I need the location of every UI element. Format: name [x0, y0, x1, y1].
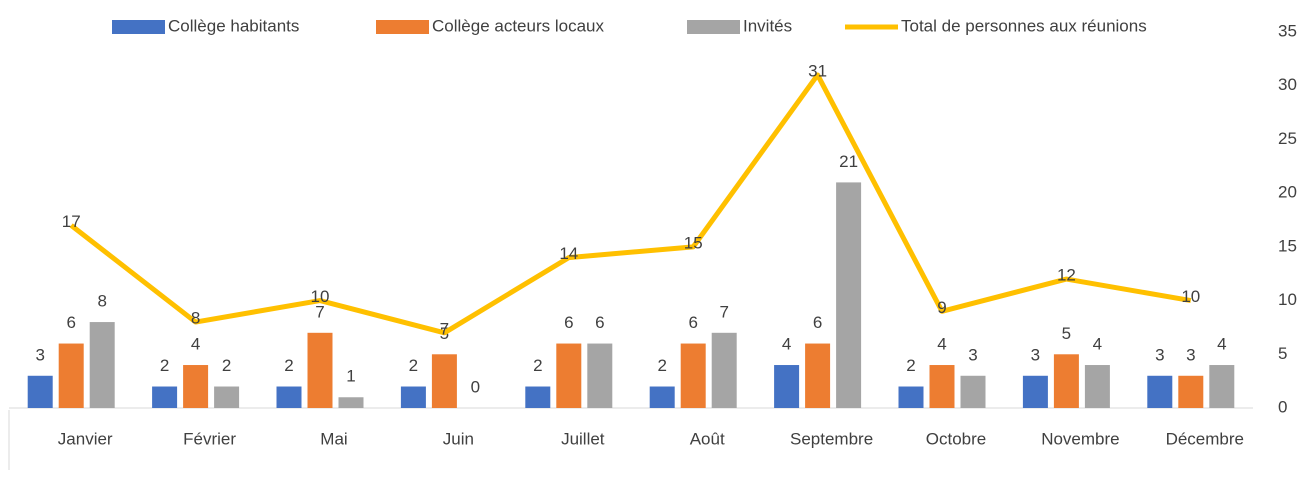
line	[69, 72, 1192, 336]
data-label: 4	[782, 335, 791, 354]
bar	[556, 343, 582, 408]
x-tick-label: Juillet	[561, 429, 605, 448]
data-label: 10	[1181, 287, 1200, 306]
y-tick-label: 35	[1278, 21, 1297, 40]
bar	[58, 343, 84, 408]
bar	[152, 386, 178, 408]
data-label: 2	[657, 356, 666, 375]
data-label: 0	[471, 377, 480, 396]
x-tick-label: Mai	[320, 429, 347, 448]
data-label: 1	[346, 367, 355, 386]
data-label: 2	[409, 356, 418, 375]
data-label: 6	[564, 313, 573, 332]
data-label: 10	[311, 287, 330, 306]
x-tick-label: Novembre	[1041, 429, 1119, 448]
bar	[1022, 375, 1048, 408]
bar	[960, 375, 986, 408]
bar	[587, 343, 613, 408]
data-label: 2	[160, 356, 169, 375]
bar	[89, 322, 115, 408]
data-label: 7	[440, 319, 449, 338]
data-label: 8	[97, 292, 106, 311]
bar	[929, 365, 955, 408]
x-tick-label: Février	[183, 429, 236, 448]
data-label: 8	[191, 309, 200, 328]
x-tick-label: Août	[690, 429, 725, 448]
data-label: 9	[937, 298, 946, 317]
data-label: 5	[1062, 324, 1071, 343]
x-tick-label: Janvier	[58, 429, 113, 448]
data-label: 2	[284, 356, 293, 375]
data-label: 7	[719, 302, 728, 321]
y-tick-label: 30	[1278, 75, 1297, 94]
y-tick-label: 0	[1278, 397, 1287, 416]
data-label: 3	[35, 345, 44, 364]
y-tick-label: 15	[1278, 236, 1297, 255]
data-label: 17	[62, 212, 81, 231]
data-label: 14	[559, 244, 578, 263]
data-label: 12	[1057, 266, 1076, 285]
legend-label: Invités	[743, 16, 792, 35]
data-label: 3	[1155, 345, 1164, 364]
x-tick-label: Octobre	[926, 429, 986, 448]
data-label: 4	[937, 335, 946, 354]
bar	[805, 343, 831, 408]
bar	[1053, 354, 1079, 408]
data-label: 15	[684, 233, 703, 252]
legend-label: Collège acteurs locaux	[432, 16, 604, 35]
data-label: 31	[808, 61, 827, 80]
legend-swatch	[687, 20, 740, 34]
bar	[307, 332, 333, 408]
bar	[27, 375, 53, 408]
bar	[774, 365, 800, 408]
data-label: 6	[688, 313, 697, 332]
bar	[431, 354, 457, 408]
bar	[214, 386, 240, 408]
y-tick-label: 5	[1278, 344, 1287, 363]
bar	[1178, 375, 1204, 408]
data-label: 3	[1186, 345, 1195, 364]
data-label: 4	[1093, 335, 1102, 354]
bar	[649, 386, 675, 408]
y-tick-label: 10	[1278, 290, 1297, 309]
data-label: 6	[813, 313, 822, 332]
bar	[711, 332, 737, 408]
bar	[1084, 365, 1110, 408]
x-tick-label: Décembre	[1166, 429, 1244, 448]
data-label: 6	[595, 313, 604, 332]
y-tick-label: 20	[1278, 183, 1297, 202]
data-label: 4	[1217, 335, 1226, 354]
bar	[1209, 365, 1235, 408]
bar	[276, 386, 302, 408]
bar	[836, 182, 862, 408]
legend-label: Total de personnes aux réunions	[901, 16, 1147, 35]
y-tick-label: 25	[1278, 129, 1297, 148]
bar	[525, 386, 551, 408]
data-label: 2	[906, 356, 915, 375]
legend-label: Collège habitants	[168, 16, 299, 35]
data-label: 21	[839, 152, 858, 171]
bar	[680, 343, 706, 408]
data-label: 3	[1031, 345, 1040, 364]
data-label: 7	[315, 302, 324, 321]
x-tick-label: Septembre	[790, 429, 873, 448]
bar	[898, 386, 924, 408]
data-label: 2	[533, 356, 542, 375]
data-label: 2	[222, 356, 231, 375]
legend-swatch	[112, 20, 165, 34]
legend-swatch	[376, 20, 429, 34]
data-label: 3	[968, 345, 977, 364]
data-label: 6	[66, 313, 75, 332]
x-tick-label: Juin	[443, 429, 474, 448]
bar	[400, 386, 426, 408]
bar	[183, 365, 209, 408]
bar	[1147, 375, 1173, 408]
bar	[338, 397, 364, 408]
data-label: 4	[191, 335, 200, 354]
